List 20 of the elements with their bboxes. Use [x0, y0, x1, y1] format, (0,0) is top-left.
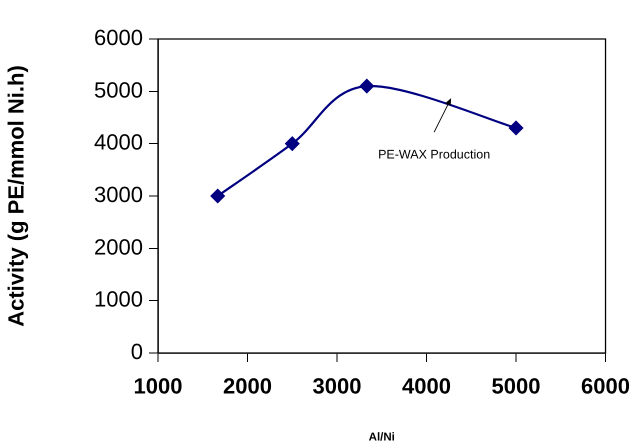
point — [360, 79, 374, 94]
y-tick-label: 0 — [130, 339, 143, 364]
y-axis-title: Activity (g PE/mmol Ni.h) — [3, 65, 28, 327]
point — [508, 120, 524, 136]
point — [285, 136, 300, 151]
x-tick-label: 4000 — [402, 373, 451, 398]
x-tick-label: 5000 — [492, 373, 540, 398]
x-tick-label: 2000 — [223, 373, 272, 398]
y-tick-label: 4000 — [94, 130, 143, 155]
x-tick-label: 6000 — [581, 373, 630, 398]
x-axis-title: Al/Ni — [368, 431, 395, 444]
y-tick-label: 1000 — [94, 286, 143, 312]
x-tick-label: 3000 — [312, 373, 362, 398]
y-tick-label: 3000 — [94, 182, 143, 208]
point — [210, 188, 225, 204]
annotation: PE-WAX Production — [378, 148, 490, 162]
y-tick-label: 5000 — [94, 77, 143, 102]
y-tick-label: 6000 — [94, 25, 143, 50]
y-tick-label: 2000 — [94, 234, 143, 260]
x-tick-label: 1000 — [134, 373, 182, 398]
